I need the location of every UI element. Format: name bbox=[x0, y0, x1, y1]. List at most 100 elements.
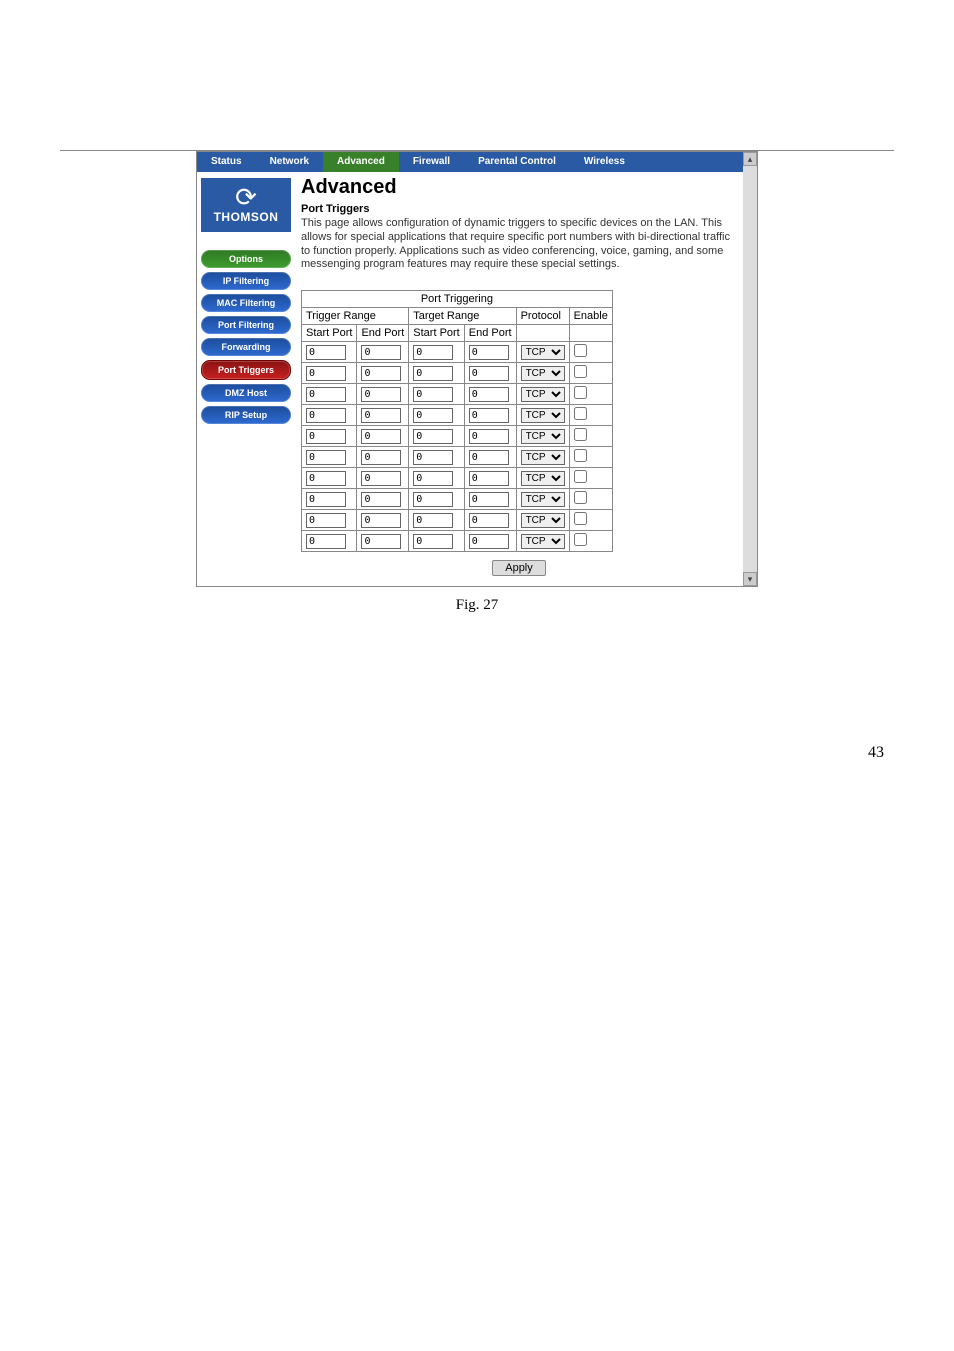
subheader: End Port bbox=[464, 325, 516, 342]
scroll-down-icon[interactable]: ▾ bbox=[743, 572, 757, 586]
port-input[interactable] bbox=[306, 534, 346, 549]
table-title: Port Triggering bbox=[302, 291, 613, 308]
port-input[interactable] bbox=[413, 345, 453, 360]
sidebar-item-mac-filtering[interactable]: MAC Filtering bbox=[201, 294, 291, 312]
enable-checkbox[interactable] bbox=[574, 344, 587, 357]
port-input[interactable] bbox=[361, 387, 401, 402]
sidebar-item-ip-filtering[interactable]: IP Filtering bbox=[201, 272, 291, 290]
port-input[interactable] bbox=[306, 513, 346, 528]
port-input[interactable] bbox=[306, 429, 346, 444]
port-input[interactable] bbox=[413, 513, 453, 528]
enable-checkbox[interactable] bbox=[574, 470, 587, 483]
section-title: Port Triggers bbox=[301, 203, 369, 215]
port-input[interactable] bbox=[361, 429, 401, 444]
sidebar: ⟳ THOMSON Options IP Filtering MAC Filteri… bbox=[197, 172, 295, 586]
enable-checkbox[interactable] bbox=[574, 491, 587, 504]
brand-logo: ⟳ THOMSON bbox=[201, 178, 291, 232]
protocol-select[interactable]: TCPUDPBoth bbox=[521, 471, 565, 486]
port-input[interactable] bbox=[361, 408, 401, 423]
port-trigger-table: Port TriggeringTrigger RangeTarget Range… bbox=[301, 290, 613, 552]
col-enable: Enable bbox=[569, 308, 612, 325]
port-input[interactable] bbox=[306, 450, 346, 465]
port-input[interactable] bbox=[413, 471, 453, 486]
scrollbar[interactable]: ▴ ▾ bbox=[743, 152, 757, 586]
sidebar-item-options[interactable]: Options bbox=[201, 250, 291, 268]
port-input[interactable] bbox=[361, 492, 401, 507]
col-protocol: Protocol bbox=[516, 308, 569, 325]
nav-tab-advanced[interactable]: Advanced bbox=[323, 152, 399, 172]
port-input[interactable] bbox=[413, 408, 453, 423]
port-input[interactable] bbox=[306, 492, 346, 507]
sidebar-item-port-triggers[interactable]: Port Triggers bbox=[201, 360, 291, 380]
logo-text: THOMSON bbox=[203, 210, 289, 224]
nav-tab-wireless[interactable]: Wireless bbox=[570, 152, 639, 172]
protocol-select[interactable]: TCPUDPBoth bbox=[521, 492, 565, 507]
sidebar-item-dmz-host[interactable]: DMZ Host bbox=[201, 384, 291, 402]
port-input[interactable] bbox=[413, 492, 453, 507]
enable-checkbox[interactable] bbox=[574, 365, 587, 378]
nav-tab-firewall[interactable]: Firewall bbox=[399, 152, 464, 172]
scroll-up-icon[interactable]: ▴ bbox=[743, 152, 757, 166]
subheader: Start Port bbox=[302, 325, 357, 342]
sidebar-item-forwarding[interactable]: Forwarding bbox=[201, 338, 291, 356]
enable-checkbox[interactable] bbox=[574, 512, 587, 525]
protocol-select[interactable]: TCPUDPBoth bbox=[521, 387, 565, 402]
port-input[interactable] bbox=[361, 471, 401, 486]
main-content: Advanced Port Triggers This page allows … bbox=[295, 172, 743, 586]
sidebar-item-port-filtering[interactable]: Port Filtering bbox=[201, 316, 291, 334]
port-input[interactable] bbox=[361, 534, 401, 549]
subheader: Start Port bbox=[409, 325, 464, 342]
col-trigger-range: Trigger Range bbox=[302, 308, 409, 325]
port-input[interactable] bbox=[469, 345, 509, 360]
apply-button[interactable]: Apply bbox=[492, 560, 546, 576]
table-row: TCPUDPBoth bbox=[302, 531, 613, 552]
protocol-select[interactable]: TCPUDPBoth bbox=[521, 366, 565, 381]
port-input[interactable] bbox=[469, 450, 509, 465]
port-input[interactable] bbox=[413, 366, 453, 381]
enable-checkbox[interactable] bbox=[574, 533, 587, 546]
port-input[interactable] bbox=[306, 387, 346, 402]
table-row: TCPUDPBoth bbox=[302, 342, 613, 363]
enable-checkbox[interactable] bbox=[574, 407, 587, 420]
protocol-select[interactable]: TCPUDPBoth bbox=[521, 408, 565, 423]
port-input[interactable] bbox=[306, 471, 346, 486]
port-input[interactable] bbox=[413, 534, 453, 549]
enable-checkbox[interactable] bbox=[574, 386, 587, 399]
enable-checkbox[interactable] bbox=[574, 449, 587, 462]
protocol-select[interactable]: TCPUDPBoth bbox=[521, 345, 565, 360]
protocol-select[interactable]: TCPUDPBoth bbox=[521, 429, 565, 444]
protocol-select[interactable]: TCPUDPBoth bbox=[521, 513, 565, 528]
port-input[interactable] bbox=[361, 345, 401, 360]
col-target-range: Target Range bbox=[409, 308, 516, 325]
top-nav: StatusNetworkAdvancedFirewallParental Co… bbox=[197, 152, 757, 172]
port-input[interactable] bbox=[469, 513, 509, 528]
nav-tab-network[interactable]: Network bbox=[256, 152, 323, 172]
protocol-select[interactable]: TCPUDPBoth bbox=[521, 450, 565, 465]
sidebar-item-rip-setup[interactable]: RIP Setup bbox=[201, 406, 291, 424]
section-description: This page allows configuration of dynami… bbox=[301, 217, 737, 272]
port-input[interactable] bbox=[469, 366, 509, 381]
protocol-select[interactable]: TCPUDPBoth bbox=[521, 534, 565, 549]
port-input[interactable] bbox=[469, 408, 509, 423]
port-input[interactable] bbox=[469, 534, 509, 549]
enable-checkbox[interactable] bbox=[574, 428, 587, 441]
port-input[interactable] bbox=[306, 345, 346, 360]
subheader: End Port bbox=[357, 325, 409, 342]
port-input[interactable] bbox=[361, 513, 401, 528]
port-input[interactable] bbox=[306, 366, 346, 381]
port-input[interactable] bbox=[306, 408, 346, 423]
port-input[interactable] bbox=[469, 387, 509, 402]
port-input[interactable] bbox=[469, 492, 509, 507]
table-row: TCPUDPBoth bbox=[302, 384, 613, 405]
port-input[interactable] bbox=[361, 366, 401, 381]
port-input[interactable] bbox=[413, 429, 453, 444]
nav-tab-status[interactable]: Status bbox=[197, 152, 256, 172]
table-row: TCPUDPBoth bbox=[302, 363, 613, 384]
port-input[interactable] bbox=[469, 429, 509, 444]
port-input[interactable] bbox=[413, 387, 453, 402]
port-input[interactable] bbox=[413, 450, 453, 465]
port-input[interactable] bbox=[361, 450, 401, 465]
nav-tab-parental-control[interactable]: Parental Control bbox=[464, 152, 570, 172]
port-input[interactable] bbox=[469, 471, 509, 486]
table-row: TCPUDPBoth bbox=[302, 405, 613, 426]
